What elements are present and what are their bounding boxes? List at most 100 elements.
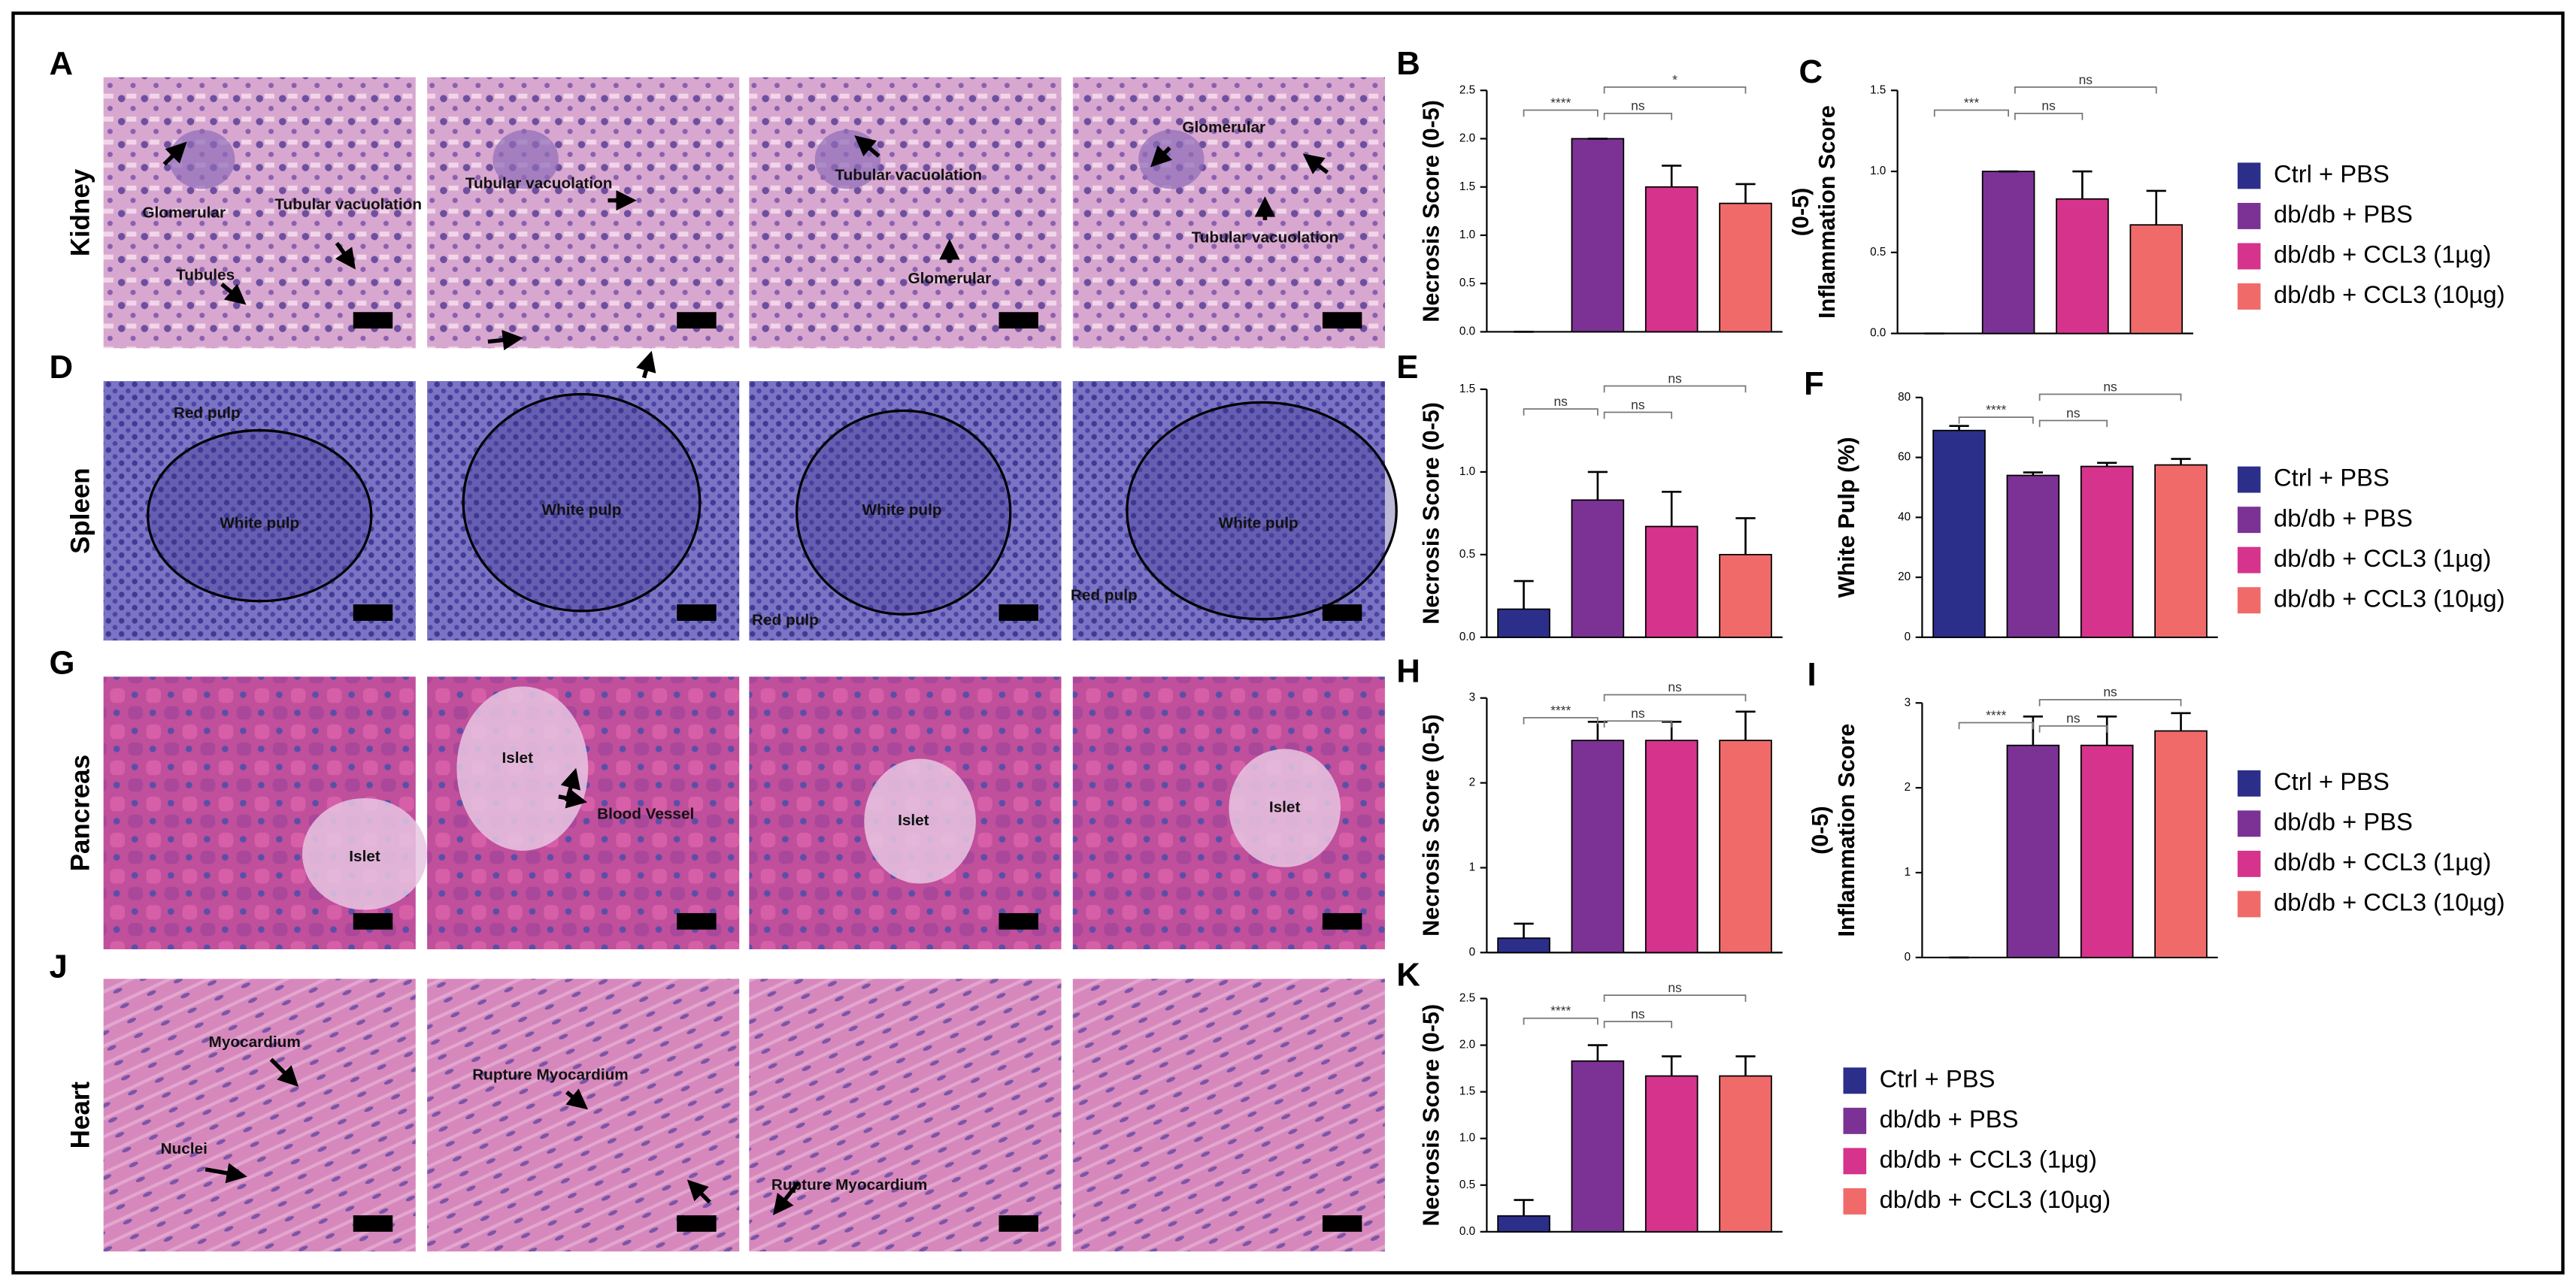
bar (1497, 937, 1550, 954)
error-bar (2171, 712, 2191, 731)
bar (2080, 465, 2134, 638)
panel-letter: J (50, 949, 68, 985)
image-annotation: Islet (349, 848, 380, 865)
legend-label: db/db + CCL3 (1µg) (1880, 1145, 2097, 1173)
y-axis-label: Inflammation Score (1814, 105, 1840, 319)
significance-label: ns (1631, 1006, 1645, 1021)
panel-letter: G (50, 645, 75, 682)
error-bar (1662, 165, 1682, 187)
bar (1719, 1075, 1772, 1233)
significance-bracket (1603, 411, 1673, 419)
image-annotation: Glomerular (1182, 119, 1265, 136)
image-annotation: Blood Vessel (597, 805, 694, 822)
y-tick-label: 3 (1905, 696, 1911, 709)
panel-letter: F (1804, 365, 1824, 402)
islet (864, 758, 976, 884)
y-tick-label: 0.0 (1870, 327, 1886, 340)
significance-label: ns (1631, 706, 1645, 721)
y-axis-label: Necrosis Score (0-5) (1418, 714, 1444, 937)
image-annotation: Islet (502, 749, 533, 767)
scale-bar (999, 604, 1038, 622)
histology-image (1072, 381, 1385, 641)
legend-swatch (2237, 891, 2261, 918)
image-annotation: Tubules (176, 267, 235, 284)
tissue-label: Kidney (65, 168, 95, 256)
y-tick-label: 1.5 (1870, 83, 1886, 96)
y-axis-label: (0-5) (1788, 188, 1814, 237)
bar (1571, 499, 1625, 638)
significance-label: ns (2103, 379, 2117, 394)
y-axis-label: (0-5) (1808, 806, 1833, 855)
legend-swatch (2237, 202, 2261, 229)
error-bar (2023, 471, 2043, 476)
significance-bracket (1603, 694, 1747, 702)
tissue-label: Spleen (65, 467, 95, 554)
panel-letter: D (50, 349, 74, 386)
significance-label: ns (1631, 98, 1645, 113)
scale-bar (677, 312, 717, 329)
y-tick-label: 0.0 (1459, 325, 1475, 337)
scale-bar (677, 912, 717, 930)
legend-label: db/db + PBS (2274, 808, 2413, 836)
y-tick-label: 0.5 (1870, 246, 1886, 259)
image-annotation: Nuclei (161, 1140, 208, 1157)
significance-label: ns (1668, 980, 1682, 995)
scale-bar (1322, 912, 1362, 930)
scale-bar (999, 1215, 1038, 1232)
image-annotation: White pulp (1219, 515, 1299, 532)
y-axis-label: Inflammation Score (1834, 724, 1859, 937)
scale-bar (353, 604, 393, 622)
bar (2006, 474, 2060, 638)
bar (1571, 740, 1625, 954)
panel-letter: A (50, 45, 74, 82)
y-tick-label: 1.5 (1459, 1085, 1475, 1098)
image-annotation: White pulp (220, 515, 299, 532)
significance-bracket (1603, 385, 1747, 393)
y-tick-label: 1.0 (1459, 465, 1475, 478)
scale-bar (353, 912, 393, 930)
bar (2154, 464, 2208, 638)
y-tick-label: 0.0 (1459, 1225, 1475, 1238)
bar (1644, 525, 1699, 638)
histology-image (1072, 979, 1385, 1252)
y-tick-label: 2 (1469, 776, 1476, 789)
arrows (162, 135, 1329, 1215)
legend-label: db/db + CCL3 (1µg) (2274, 848, 2491, 876)
frame (11, 11, 2565, 1275)
y-axis-label: Necrosis Score (0-5) (1418, 402, 1444, 625)
y-tick-label: 2.0 (1459, 132, 1475, 145)
bar (1497, 608, 1550, 638)
y-tick-label: 0 (1905, 951, 1911, 964)
image-annotation: Glomerular (142, 204, 226, 222)
bar (2006, 744, 2060, 958)
legend-label: db/db + PBS (1880, 1105, 2019, 1133)
scale-bar (999, 312, 1038, 329)
histology-image (749, 979, 1062, 1252)
error-bar (1735, 1055, 1756, 1076)
legend-swatch (2237, 587, 2261, 614)
significance-label: *** (1964, 95, 1980, 110)
significance-label: ns (1668, 371, 1682, 386)
legend-label: Ctrl + PBS (1880, 1064, 1996, 1092)
scale-bar (677, 604, 717, 622)
image-annotation: Tubular vacuolation (465, 174, 613, 192)
histology-image (427, 77, 740, 349)
y-tick-label: 1.0 (1459, 228, 1475, 241)
legend-label: db/db + CCL3 (1µg) (2274, 544, 2491, 572)
legend-label: db/db + CCL3 (10µg) (2274, 280, 2505, 308)
significance-label: * (1672, 72, 1677, 87)
bar (1719, 202, 1772, 333)
significance-bracket (1523, 408, 1599, 416)
error-bar (2023, 716, 2043, 746)
legend-swatch (2237, 243, 2261, 270)
glomerulus (169, 129, 235, 189)
y-tick-label: 1.5 (1459, 180, 1475, 193)
y-axis-label: Necrosis Score (0-5) (1418, 100, 1444, 322)
bar (1932, 429, 1986, 638)
histology-image (749, 77, 1062, 349)
image-annotation: Tubular vacuolation (1192, 228, 1339, 246)
y-tick-label: 1.5 (1459, 383, 1475, 395)
significance-bracket (1958, 722, 2034, 730)
legend-swatch (2237, 546, 2261, 573)
y-tick-label: 0.5 (1459, 1179, 1475, 1191)
